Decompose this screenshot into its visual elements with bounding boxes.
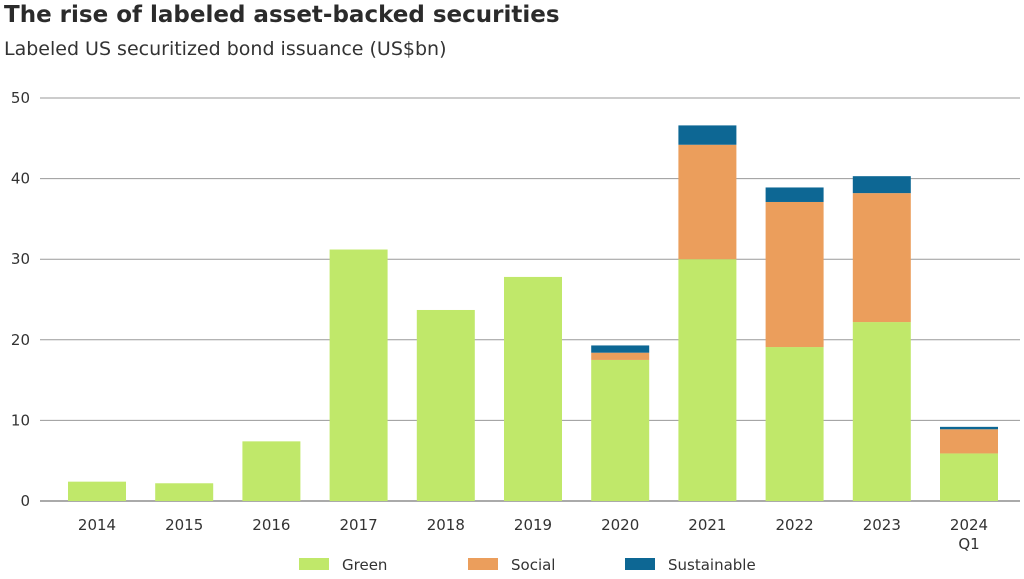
bar-green-3 [329,249,388,501]
y-tick-label: 0 [20,492,30,510]
chart-subtitle: Labeled US securitized bond issuance (US… [4,38,447,60]
x-tick-label: 2022 [776,516,814,534]
bar-green-2 [242,441,301,501]
bar-sustainable-7 [678,125,737,145]
x-tick-label: 2021 [688,516,726,534]
bar-green-0 [68,481,126,501]
legend-item-sustainable: Sustainable [625,556,756,574]
y-tick-label: 10 [11,411,30,429]
bar-social-6 [591,352,650,360]
bar-green-6 [591,359,650,501]
x-tick-label: 2014 [78,516,116,534]
bar-sustainable-6 [591,345,650,353]
x-tick-label: 2019 [514,516,552,534]
y-tick-label: 50 [11,89,30,107]
legend-swatch [468,558,498,570]
y-tick-label: 30 [11,250,30,268]
x-tick-label: 2024 Q1 [950,516,988,553]
y-axis-ticks: 0 10 20 30 40 50 [11,89,30,510]
bar-green-9 [852,322,911,501]
bar-green-1 [155,483,214,501]
bar-sustainable-10 [940,426,998,430]
legend-label: Green [342,556,387,574]
bar-sustainable-9 [852,176,911,194]
x-tick-label: 2015 [165,516,203,534]
x-axis-ticks: 2014 2015 2016 2017 2018 2019 2020 2021 2022 2023… [78,516,988,553]
x-tick-label: 2017 [340,516,378,534]
bar-sustainable-8 [765,187,824,202]
bar-social-10 [940,429,998,454]
legend-item-green: Green [299,556,387,574]
x-tick-label: 2018 [427,516,465,534]
y-tick-label: 40 [11,170,30,188]
y-tick-label: 20 [11,331,30,349]
legend: Green Social Sustainable [299,556,756,574]
x-tick-label: 2020 [601,516,639,534]
bar-social-8 [765,201,824,348]
legend-swatch [299,558,329,570]
x-tick-label: 2016 [252,516,290,534]
bar-green-7 [678,259,737,501]
legend-swatch [625,558,655,570]
legend-item-social: Social [468,556,555,574]
bar-social-9 [852,193,911,323]
bar-green-10 [940,453,998,501]
legend-label: Social [511,556,555,574]
legend-label: Sustainable [668,556,756,574]
bars [68,125,998,501]
bar-social-7 [678,144,737,260]
bar-green-5 [504,276,562,501]
bar-green-4 [416,309,475,501]
bar-green-8 [765,347,824,501]
x-tick-label: 2023 [863,516,901,534]
chart-title: The rise of labeled asset-backed securit… [4,2,560,28]
